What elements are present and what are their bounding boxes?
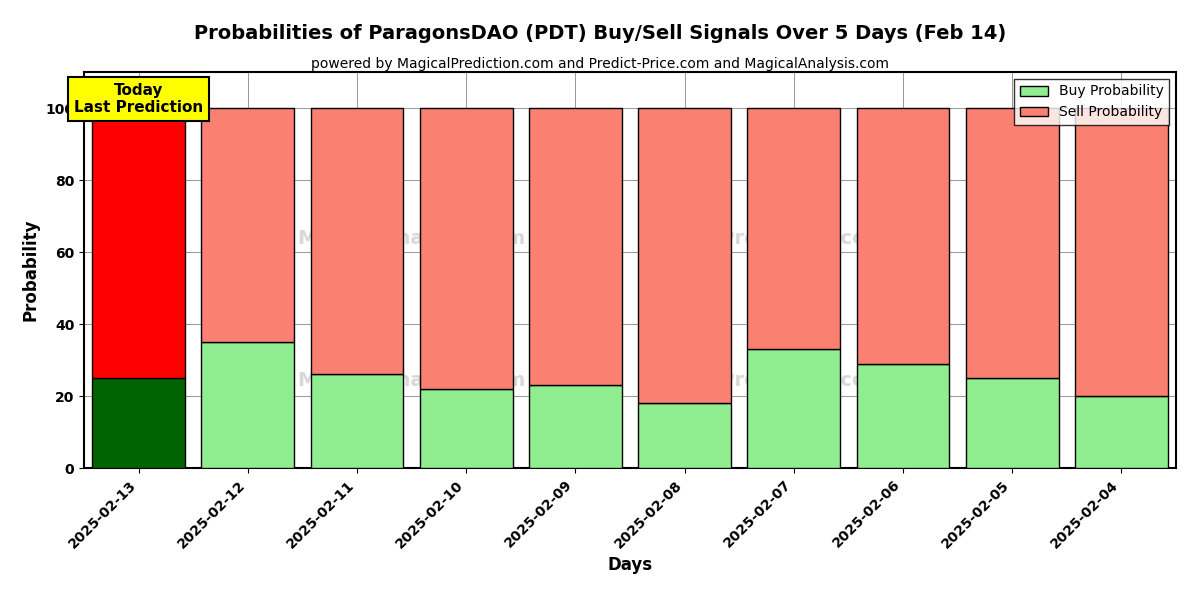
Bar [857, 364, 949, 468]
Text: Probabilities of ParagonsDAO (PDT) Buy/Sell Signals Over 5 Days (Feb 14): Probabilities of ParagonsDAO (PDT) Buy/S… [194, 24, 1006, 43]
Bar [420, 389, 512, 468]
Bar [638, 403, 731, 468]
Bar [1075, 108, 1168, 396]
Legend: Buy Probability, Sell Probability: Buy Probability, Sell Probability [1014, 79, 1169, 125]
Bar [748, 108, 840, 349]
X-axis label: Days: Days [607, 556, 653, 574]
Bar [202, 108, 294, 342]
Text: MagicalAnalysis.com: MagicalAnalysis.com [298, 371, 526, 391]
Bar [311, 374, 403, 468]
Bar [966, 108, 1058, 378]
Bar [529, 108, 622, 385]
Bar [1075, 396, 1168, 468]
Text: Today
Last Prediction: Today Last Prediction [74, 83, 203, 115]
Text: MagicalPrediction.com: MagicalPrediction.com [636, 229, 886, 248]
Bar [92, 108, 185, 378]
Bar [311, 108, 403, 374]
Bar [638, 108, 731, 403]
Text: MagicalAnalysis.com: MagicalAnalysis.com [298, 229, 526, 248]
Bar [529, 385, 622, 468]
Bar [748, 349, 840, 468]
Y-axis label: Probability: Probability [22, 219, 40, 321]
Bar [92, 378, 185, 468]
Bar [966, 378, 1058, 468]
Text: powered by MagicalPrediction.com and Predict-Price.com and MagicalAnalysis.com: powered by MagicalPrediction.com and Pre… [311, 57, 889, 71]
Bar [420, 108, 512, 389]
Text: MagicalPrediction.com: MagicalPrediction.com [636, 371, 886, 391]
Bar [202, 342, 294, 468]
Bar [857, 108, 949, 364]
